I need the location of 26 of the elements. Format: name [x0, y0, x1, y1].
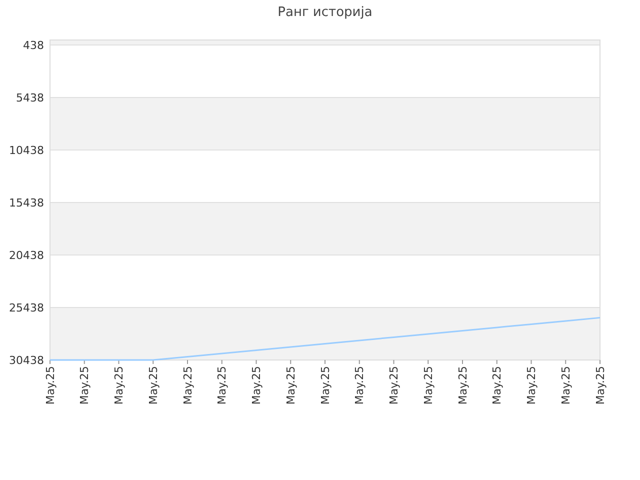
x-tick-label: May.25 — [594, 366, 607, 405]
x-tick-label: May.25 — [490, 366, 504, 405]
x-tick-label: May.25 — [44, 366, 57, 405]
x-tick-label: May.25 — [318, 366, 332, 405]
chart-title: Ранг историја — [278, 5, 372, 20]
y-tick-label: 30438 — [9, 354, 44, 367]
y-tick-label: 20438 — [9, 248, 44, 262]
y-tick-label: 5438 — [16, 91, 44, 104]
line-series — [49, 316, 601, 361]
y-tick-label: 10438 — [9, 144, 44, 157]
x-tick-label: May.25 — [456, 366, 470, 405]
y-tick-label: 25438 — [9, 301, 44, 314]
x-tick-label: May.25 — [284, 366, 298, 405]
x-tick-label: May.25 — [388, 366, 401, 405]
x-tick-label: May.25 — [422, 366, 435, 405]
y-tick-label: 438 — [23, 38, 44, 52]
x-tick-label: May.25 — [112, 366, 126, 405]
x-tick-label: May.25 — [78, 366, 92, 405]
x-tick-label: May.25 — [181, 366, 194, 405]
y-tick-label: 15438 — [9, 196, 44, 210]
x-tick-label: May.25 — [525, 366, 538, 405]
x-tick-label: May.25 — [216, 366, 229, 405]
x-tick-label: May.25 — [250, 366, 264, 405]
x-tick-label: May.25 — [146, 366, 160, 405]
x-tick-label: May.25 — [559, 366, 572, 405]
x-tick-label: May.25 — [353, 366, 366, 405]
